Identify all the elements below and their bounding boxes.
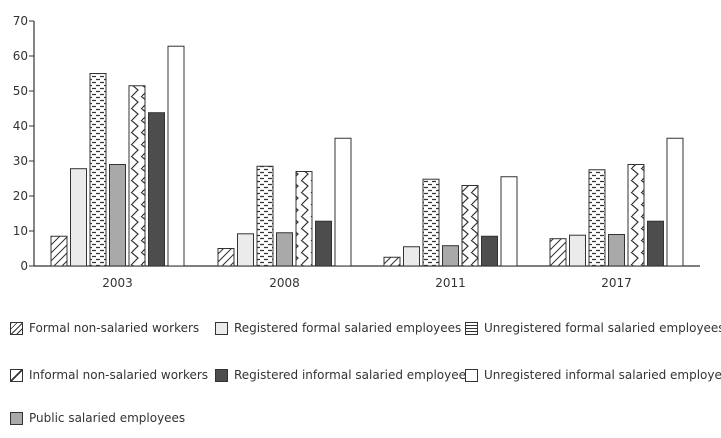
x-tick-label: 2008 [269,276,300,290]
bar-2008-zigzag [295,171,313,267]
bar-2017-dark-gray [647,220,664,267]
y-tick-label: 60 [13,49,28,63]
bar-2011-light-gray [403,246,420,267]
bar-2003-dash-dot [89,73,107,267]
x-tick-label: 2017 [601,276,632,290]
bar-2008-white [334,137,352,267]
chart-labels: 0 10 20 30 40 50 60 70 2003 2008 2011 2017 [13,14,632,290]
bar-2003-medium-gray [109,164,126,267]
bar-2011-diagonal-hatch [383,256,401,267]
y-tick-label: 0 [20,259,28,273]
bar-2017-dash-dot [588,169,606,267]
y-tick-label: 10 [13,224,28,238]
bar-2011-zigzag [461,185,479,267]
bar-2017-white [666,137,684,267]
y-tick-label: 30 [13,154,28,168]
bar-2011-dark-gray [481,235,498,267]
bar-2003-light-gray [70,168,87,267]
bar-2003-white [167,45,185,267]
bar-2008-light-gray [237,233,254,267]
y-tick-label: 40 [13,119,28,133]
bar-2017-zigzag [627,164,645,267]
bar-2011-medium-gray [442,245,459,267]
bar-2008-dark-gray [315,220,332,267]
x-tick-label: 2011 [435,276,466,290]
bar-2008-diagonal-hatch [217,248,235,267]
chart-bars [50,45,684,267]
bar-2003-zigzag [128,85,146,267]
bar-2008-medium-gray [276,232,293,267]
x-tick-label: 2003 [102,276,133,290]
bar-2017-light-gray [569,234,586,267]
bar-2011-white [500,176,518,267]
bar-2017-medium-gray [608,234,625,267]
y-tick-label: 50 [13,84,28,98]
bar-2003-diagonal-hatch [50,235,68,267]
bar-2003-dark-gray [148,112,165,267]
y-tick-label: 20 [13,189,28,203]
y-tick-label: 70 [13,14,28,28]
bar-2017-diagonal-hatch [549,238,567,267]
bar-2011-dash-dot [422,178,440,267]
bar-2008-dash-dot [256,165,274,267]
